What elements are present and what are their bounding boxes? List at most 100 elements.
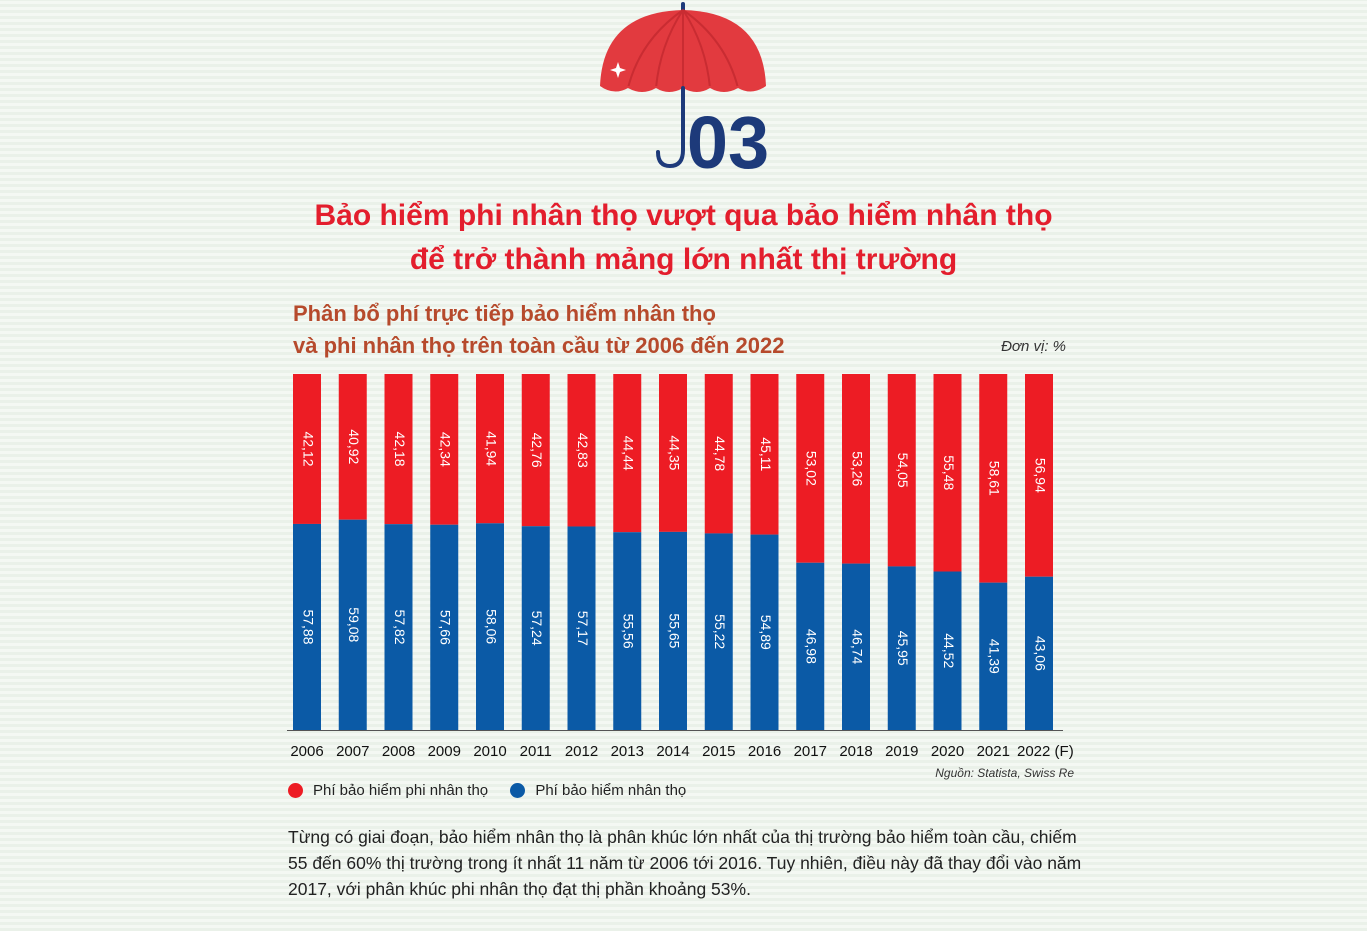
data-label-life-14: 44,52 xyxy=(941,633,957,668)
x-tick-label-5: 2011 xyxy=(520,743,552,760)
umbrella-logo: 03 xyxy=(600,2,769,184)
main-title: Bảo hiểm phi nhân thọ vượt qua bảo hiểm … xyxy=(0,194,1367,282)
bar-life-5 xyxy=(521,526,550,730)
legend-label-life: Phí bảo hiểm nhân thọ xyxy=(535,782,687,799)
legend-label-non-life: Phí bảo hiểm phi nhân thọ xyxy=(313,782,489,799)
legend: Phí bảo hiểm phi nhân thọ Phí bảo hiểm n… xyxy=(288,782,704,802)
data-label-life-4: 58,06 xyxy=(483,609,499,644)
data-label-life-9: 55,22 xyxy=(712,614,728,649)
bar-non-life-8 xyxy=(659,374,687,532)
bar-life-2 xyxy=(384,524,413,730)
x-tick-label-4: 2010 xyxy=(473,743,506,760)
bar-non-life-16 xyxy=(1025,374,1053,577)
data-label-non-life-3: 42,34 xyxy=(438,432,454,467)
bar-life-1 xyxy=(338,519,367,730)
data-label-non-life-4: 41,94 xyxy=(483,431,499,466)
body-paragraph: Từng có giai đoạn, bảo hiểm nhân thọ là … xyxy=(288,827,1082,899)
bar-life-9 xyxy=(704,533,733,730)
bar-non-life-4 xyxy=(476,374,504,524)
data-label-non-life-8: 44,35 xyxy=(666,435,682,470)
bar-non-life-12 xyxy=(842,374,870,564)
bar-non-life-7 xyxy=(613,374,642,533)
x-tick-label-6: 2012 xyxy=(565,743,598,760)
bar-life-7 xyxy=(613,532,642,730)
unit-label: Đơn vị: % xyxy=(1001,338,1066,355)
bar-non-life-13 xyxy=(887,374,916,567)
data-label-life-10: 54,89 xyxy=(758,615,774,650)
legend-item-life: Phí bảo hiểm nhân thọ xyxy=(510,782,686,799)
chart-title: Phân bổ phí trực tiếp bảo hiểm nhân thọ … xyxy=(293,298,785,362)
data-label-life-5: 57,24 xyxy=(529,611,545,646)
bar-life-11 xyxy=(796,562,825,730)
x-tick-label-13: 2019 xyxy=(885,743,918,760)
source-note: Nguồn: Statista, Swiss Re xyxy=(935,766,1074,780)
data-label-life-7: 55,56 xyxy=(621,614,637,649)
x-tick-label-8: 2014 xyxy=(656,743,689,760)
x-tick-label-0: 2006 xyxy=(290,743,323,760)
data-label-life-2: 57,82 xyxy=(392,610,408,645)
bar-life-16 xyxy=(1025,576,1053,730)
bar-non-life-0 xyxy=(293,374,321,524)
data-label-life-12: 46,74 xyxy=(849,629,865,664)
x-tick-label-14: 2020 xyxy=(931,743,964,760)
data-label-non-life-13: 54,05 xyxy=(895,453,911,488)
bar-non-life-5 xyxy=(521,374,550,527)
bar-non-life-11 xyxy=(796,374,825,563)
bar-life-0 xyxy=(293,523,321,730)
bar-life-3 xyxy=(430,524,459,730)
data-label-life-3: 57,66 xyxy=(438,610,454,645)
data-label-life-16: 43,06 xyxy=(1032,636,1048,671)
bar-life-10 xyxy=(750,534,779,730)
bar-non-life-1 xyxy=(338,374,367,520)
bar-non-life-14 xyxy=(933,374,962,572)
bar-life-15 xyxy=(979,582,1008,730)
bar-life-8 xyxy=(659,531,687,730)
bar-life-13 xyxy=(887,566,916,730)
bar-non-life-10 xyxy=(750,374,779,535)
main-title-line1: Bảo hiểm phi nhân thọ vượt qua bảo hiểm … xyxy=(314,199,1053,232)
x-tick-label-12: 2018 xyxy=(839,743,872,760)
data-label-non-life-10: 45,11 xyxy=(758,437,774,471)
x-tick-label-10: 2016 xyxy=(748,743,781,760)
umbrella-icon xyxy=(600,2,766,169)
section-number: 03 xyxy=(687,101,769,184)
data-label-non-life-1: 40,92 xyxy=(346,429,362,464)
x-tick-label-9: 2015 xyxy=(702,743,735,760)
data-label-life-13: 45,95 xyxy=(895,631,911,666)
bar-non-life-15 xyxy=(979,374,1008,583)
data-label-non-life-14: 55,48 xyxy=(941,455,957,490)
x-tick-label-1: 2007 xyxy=(336,743,369,760)
data-label-life-0: 57,88 xyxy=(300,609,316,644)
data-label-life-15: 41,39 xyxy=(987,639,1003,674)
x-tick-label-3: 2009 xyxy=(428,743,461,760)
data-label-non-life-5: 42,76 xyxy=(529,433,545,468)
x-tick-label-16: 2022 (F) xyxy=(1017,743,1074,760)
data-label-non-life-0: 42,12 xyxy=(300,431,316,466)
data-label-non-life-11: 53,02 xyxy=(804,451,820,486)
legend-item-non-life: Phí bảo hiểm phi nhân thọ xyxy=(288,782,488,799)
data-label-non-life-15: 58,61 xyxy=(987,461,1003,496)
data-label-non-life-6: 42,83 xyxy=(575,433,591,468)
bar-life-6 xyxy=(567,526,596,730)
bar-non-life-9 xyxy=(704,374,733,534)
bar-non-life-6 xyxy=(567,374,596,527)
data-label-non-life-9: 44,78 xyxy=(712,436,728,471)
x-tick-label-2: 2008 xyxy=(382,743,415,760)
data-label-non-life-2: 42,18 xyxy=(392,432,408,467)
data-label-non-life-12: 53,26 xyxy=(849,451,865,486)
bar-non-life-2 xyxy=(384,374,413,525)
data-label-life-1: 59,08 xyxy=(346,607,362,642)
x-tick-label-7: 2013 xyxy=(611,743,644,760)
chart-title-line2: và phi nhân thọ trên toàn cầu từ 2006 đế… xyxy=(293,333,785,358)
data-label-non-life-7: 44,44 xyxy=(621,436,637,471)
legend-swatch-non-life xyxy=(288,783,303,798)
bar-life-14 xyxy=(933,571,962,730)
bar-non-life-3 xyxy=(430,374,459,525)
bar-life-12 xyxy=(842,563,870,730)
chart-title-line1: Phân bổ phí trực tiếp bảo hiểm nhân thọ xyxy=(293,301,716,326)
legend-swatch-life xyxy=(510,783,526,798)
x-tick-label-11: 2017 xyxy=(794,743,827,760)
data-label-non-life-16: 56,94 xyxy=(1032,458,1048,493)
data-label-life-8: 55,65 xyxy=(666,613,682,648)
